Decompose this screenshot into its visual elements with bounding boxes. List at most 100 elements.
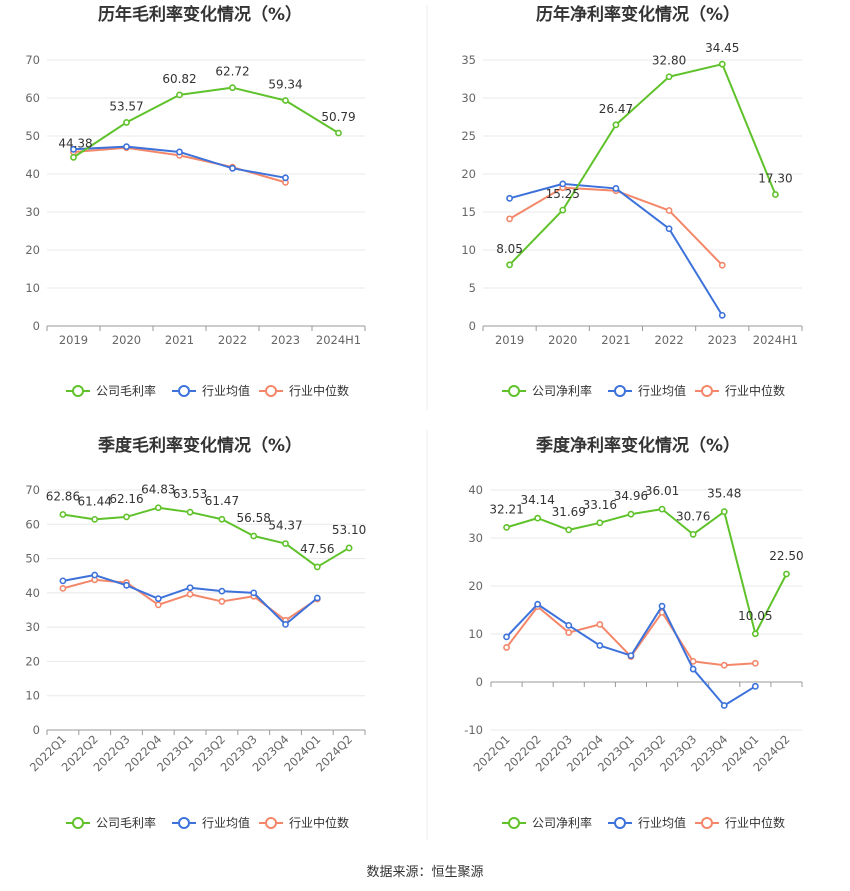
data-label: 62.72 [215,65,249,79]
data-point-company [627,510,635,518]
y-tick-label: 10 [461,243,476,257]
y-tick-label: 5 [469,281,476,295]
data-point-industry_avg [59,577,67,585]
legend-item-company[interactable]: 公司毛利率 [66,383,156,398]
data-point-industry_median [565,629,573,636]
legend-item-industry_median[interactable]: 行业中位数 [695,383,785,398]
data-label: 17.30 [758,172,792,186]
data-point-industry_avg [123,581,130,589]
series-line-industry_median [509,186,723,266]
data-label: 47.56 [300,542,334,556]
data-point-industry_avg [718,311,726,319]
series-line-company [72,86,340,159]
legend-item-industry_avg[interactable]: 行业均值 [608,815,686,830]
legend-item-industry_avg[interactable]: 行业均值 [608,383,686,398]
data-label: 10.05 [738,609,772,623]
y-tick-label: 15 [461,205,476,219]
data-point-company [91,515,99,523]
data-point-industry_avg [282,621,289,628]
legend-item-industry_median[interactable]: 行业中位数 [695,815,785,830]
chart-title: 季度毛利率变化情况（%） [98,435,302,456]
data-point-industry_median [59,585,67,592]
data-label: 22.50 [769,549,803,563]
y-tick-label: 50 [25,129,40,143]
data-label: 56.58 [237,511,271,525]
legend-item-company[interactable]: 公司净利率 [502,383,592,398]
legend-item-industry_median[interactable]: 行业中位数 [259,815,349,830]
data-label: 53.10 [332,523,366,537]
y-tick-label: 10 [25,281,40,295]
legend-item-industry_median[interactable]: 行业中位数 [259,383,349,398]
legend-label: 行业均值 [202,815,250,830]
series-line-company [508,63,777,266]
y-tick-label: 70 [25,53,40,67]
legend-marker [72,817,84,829]
data-point-industry_median [689,657,697,665]
data-point-industry_median [596,621,604,628]
data-point-industry_avg [154,595,162,603]
y-tick-label: 25 [461,129,476,143]
data-label: 60.82 [162,72,196,86]
x-tick-label: 2021 [601,333,630,347]
data-point-company [282,97,289,104]
data-label: 63.53 [173,487,207,501]
legend-item-company[interactable]: 公司净利率 [502,815,592,830]
data-point-company [154,504,162,512]
legend-item-industry_avg[interactable]: 行业均值 [172,815,250,830]
chart-title: 季度净利率变化情况（%） [536,435,740,456]
y-tick-label: 0 [33,723,40,737]
data-point-industry_avg [313,594,321,602]
x-tick-label: 2023 [708,333,737,347]
x-tick-label: 2023 [271,333,300,347]
data-label: 44.38 [58,136,92,150]
legend-label: 行业中位数 [725,383,785,398]
data-label: 62.86 [46,489,80,503]
data-label: 50.79 [321,110,355,124]
legend-label: 行业中位数 [289,383,349,398]
data-point-company [534,514,542,522]
data-point-company [250,532,258,540]
legend-marker [614,385,626,397]
y-tick-label: 40 [25,167,40,181]
data-label: 30.76 [676,509,710,523]
x-tick-label: 2020 [112,333,141,347]
chart-2: 历年净利率变化情况（%） 0 5 10 15 20 25 30 35 2019 2020 2021 20… [461,4,803,398]
data-point-industry_avg [176,148,183,156]
y-tick-label: -10 [464,723,483,737]
x-tick-label: 2024H1 [753,333,798,347]
y-tick-label: 60 [25,517,40,531]
legend-item-company[interactable]: 公司毛利率 [66,815,156,830]
data-point-industry_median [154,601,162,609]
y-tick-label: 30 [468,531,483,545]
y-tick-label: 20 [461,167,476,181]
data-point-industry_avg [70,145,77,153]
data-point-industry_avg [559,180,567,188]
y-tick-label: 30 [461,91,476,105]
data-label: 61.47 [205,494,239,508]
data-label: 35.48 [707,487,741,501]
data-label: 62.16 [109,492,143,506]
data-point-company [282,540,289,547]
x-tick-label: 2021 [165,333,194,347]
legend-marker [178,817,190,829]
data-point-industry_avg [627,652,635,659]
y-tick-label: 20 [25,654,40,668]
data-point-company [658,505,666,513]
legend-item-industry_avg[interactable]: 行业均值 [172,383,250,398]
legend-marker [508,817,520,829]
legend-marker [701,817,713,829]
data-label: 34.96 [614,489,648,503]
legend-label: 行业均值 [202,383,250,398]
legend-marker [614,817,626,829]
legend-marker [265,385,277,397]
data-point-industry_avg [123,143,130,151]
data-point-company [689,530,697,538]
data-label: 61.44 [78,494,112,508]
data-point-company [176,91,183,99]
chart-1: 历年毛利率变化情况（%） 0 10 20 30 40 50 60 70 2019 2020 2021 2… [25,4,366,398]
data-point-company [218,515,226,523]
data-point-company [123,119,130,126]
data-point-industry_median [218,598,226,605]
chart-title: 历年净利率变化情况（%） [536,4,740,25]
y-tick-label: 40 [25,586,40,600]
